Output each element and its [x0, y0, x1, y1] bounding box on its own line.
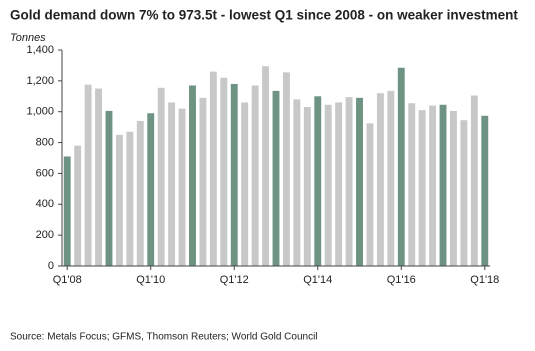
bar — [84, 84, 92, 266]
bar — [74, 145, 82, 266]
bar — [251, 85, 259, 266]
bar — [293, 99, 301, 266]
bar — [303, 107, 311, 266]
bar — [115, 134, 123, 266]
bar — [450, 110, 457, 266]
bar — [439, 104, 447, 267]
bar — [63, 156, 71, 266]
x-tick-label: Q1'08 — [53, 274, 82, 286]
bar — [272, 90, 280, 266]
bar — [460, 120, 468, 266]
bar — [157, 87, 165, 266]
y-axis-label: Tonnes — [10, 32, 46, 44]
bar — [366, 123, 374, 267]
bar — [147, 113, 155, 266]
y-tick-label: 1,200 — [26, 75, 54, 87]
bar — [105, 110, 113, 266]
bar — [387, 90, 395, 266]
y-tick-label: 1,000 — [26, 106, 54, 118]
x-tick-label: Q1'14 — [303, 274, 332, 286]
bar — [470, 95, 478, 266]
bar — [136, 120, 144, 266]
bar — [418, 110, 426, 267]
y-tick-label: 400 — [36, 198, 54, 210]
bar — [241, 102, 249, 266]
y-tick-label: 800 — [36, 136, 54, 148]
bar — [335, 102, 343, 266]
bar — [356, 97, 363, 266]
y-tick-label: 1,400 — [26, 44, 54, 56]
bar — [314, 96, 322, 267]
bar — [408, 103, 416, 266]
x-tick-label: Q1'18 — [470, 274, 499, 286]
x-tick-label: Q1'12 — [220, 274, 249, 286]
bar — [376, 93, 384, 266]
bar — [429, 105, 437, 267]
bar — [397, 67, 405, 266]
bar — [345, 97, 353, 266]
source-note: Source: Metals Focus; GFMS, Thomson Reut… — [10, 332, 318, 343]
bar — [168, 102, 176, 266]
bar — [324, 104, 332, 267]
bar — [481, 115, 489, 266]
bar — [178, 108, 186, 266]
bar — [126, 131, 134, 266]
y-tick-label: 600 — [36, 167, 54, 179]
bar — [282, 72, 290, 266]
bar — [199, 97, 207, 266]
bar — [262, 66, 270, 266]
bar — [230, 83, 238, 266]
bar — [189, 85, 196, 266]
y-tick-label: 0 — [48, 260, 54, 272]
y-tick-label: 200 — [36, 229, 54, 241]
bar — [220, 77, 228, 267]
bar — [209, 71, 217, 266]
x-tick-label: Q1'10 — [136, 274, 165, 286]
bar — [95, 88, 102, 266]
chart-title: Gold demand down 7% to 973.5t - lowest Q… — [10, 8, 518, 23]
x-tick-label: Q1'16 — [387, 274, 416, 286]
